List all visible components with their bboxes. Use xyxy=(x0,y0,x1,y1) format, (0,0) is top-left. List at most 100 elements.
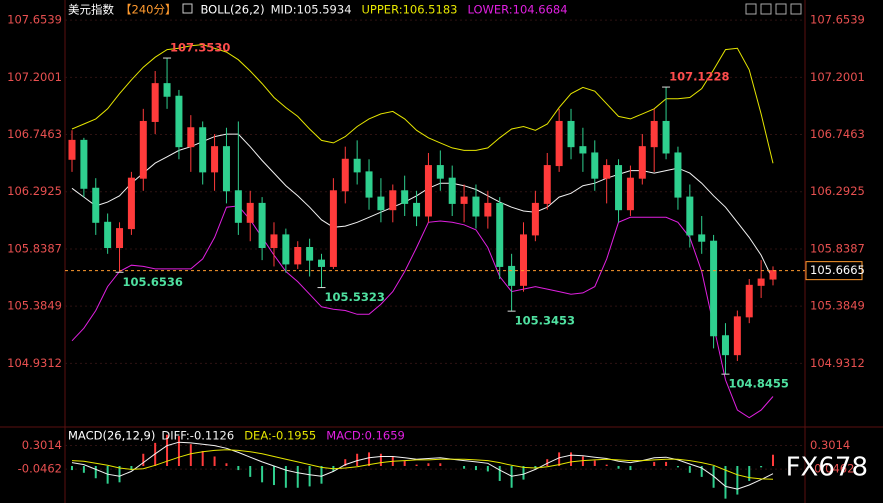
legend-text: DIFF:-0.1126 xyxy=(161,429,234,443)
candle-body xyxy=(211,146,219,173)
window-buttons xyxy=(745,3,802,15)
boll-line xyxy=(71,44,774,164)
candle-body xyxy=(92,187,100,223)
candle-body xyxy=(329,190,337,267)
candle-body xyxy=(674,152,682,198)
candle-body xyxy=(733,316,741,356)
candle-body xyxy=(80,139,88,189)
candle-body xyxy=(626,177,634,211)
boll-line xyxy=(71,205,774,419)
candle-body xyxy=(579,146,587,154)
candle-body xyxy=(591,152,599,179)
candle-body xyxy=(187,127,195,148)
candle-body xyxy=(127,177,135,230)
candle-body xyxy=(424,165,432,217)
y-tick-label: 107.6539 xyxy=(7,13,62,27)
macd-line xyxy=(71,441,774,490)
button[interactable] xyxy=(760,3,772,15)
candle-body xyxy=(436,165,444,179)
annotation: 107.3530 xyxy=(170,41,230,55)
candle-body xyxy=(389,190,397,211)
y-tick-label-right: -0.0462 xyxy=(810,462,854,476)
y-tick-label-right: 106.7463 xyxy=(810,127,865,141)
candle-body xyxy=(306,247,314,261)
candle-body xyxy=(139,120,147,179)
candle-body xyxy=(151,83,159,122)
candle-body xyxy=(650,120,658,148)
y-tick-label-right: 105.3849 xyxy=(810,299,865,313)
candle-body xyxy=(377,196,385,211)
candle-body xyxy=(496,202,504,267)
legend-text: MACD:0.1659 xyxy=(326,429,405,443)
boll-line xyxy=(71,133,774,281)
candle-body xyxy=(543,165,551,204)
y-tick-label: 107.2001 xyxy=(7,70,62,84)
candle-body xyxy=(246,202,254,223)
y-tick-label: 106.7463 xyxy=(7,127,62,141)
candle-body xyxy=(318,259,326,267)
legend-text: 【240分】 xyxy=(120,3,176,17)
y-tick-label-right: 107.6539 xyxy=(810,13,865,27)
button[interactable] xyxy=(790,3,802,15)
candle-body xyxy=(710,240,718,337)
candle-body xyxy=(603,165,611,179)
current-price-label: 105.6665 xyxy=(810,263,865,277)
candle-body xyxy=(769,270,777,280)
y-tick-label-right: 0.3014 xyxy=(810,438,850,452)
candle-body xyxy=(341,158,349,192)
candle-body xyxy=(615,165,623,211)
y-tick-label-right: 105.8387 xyxy=(810,241,865,255)
candle-body xyxy=(353,158,361,173)
candle-body xyxy=(104,221,112,249)
candle-body xyxy=(662,120,670,154)
candle-body xyxy=(757,278,765,286)
legend-text: MID:105.5934 xyxy=(271,3,352,17)
y-tick-label: 106.2925 xyxy=(7,184,62,198)
candle-body xyxy=(413,202,421,217)
candle-body xyxy=(531,202,539,236)
candle-body xyxy=(448,177,456,204)
candle-body xyxy=(484,202,492,217)
indicator-icon[interactable] xyxy=(182,3,193,14)
annotation: 107.1228 xyxy=(669,70,729,84)
candle-body xyxy=(116,228,124,249)
y-tick-label-right: 106.2925 xyxy=(810,184,865,198)
button[interactable] xyxy=(745,3,757,15)
y-tick-label-right: 107.2001 xyxy=(810,70,865,84)
candle-body xyxy=(555,120,563,167)
legend-text: DEA:-0.1955 xyxy=(244,429,316,443)
candle-body xyxy=(638,146,646,179)
macd-line xyxy=(71,449,774,480)
candle-body xyxy=(401,190,409,204)
legend-text: MACD(26,12,9) xyxy=(68,429,155,443)
candle-body xyxy=(508,265,516,286)
candle-body xyxy=(686,196,694,236)
candle-body xyxy=(721,335,729,356)
candle-body xyxy=(567,120,575,148)
y-tick-label: -0.0462 xyxy=(18,462,62,476)
legend-text: 美元指数 xyxy=(68,3,114,17)
candle-body xyxy=(163,83,171,97)
candle-body xyxy=(365,171,373,198)
candle-body xyxy=(698,234,706,242)
legend-text: UPPER:106.5183 xyxy=(362,3,458,17)
annotation: 105.6536 xyxy=(123,275,183,289)
y-tick-label: 104.9312 xyxy=(7,356,62,370)
candle-body xyxy=(234,190,242,223)
candle-body xyxy=(294,247,302,265)
candle-body xyxy=(460,196,468,204)
candle-body xyxy=(175,95,183,148)
candle-body xyxy=(519,234,527,286)
current-price-box xyxy=(805,261,863,281)
legend-text: LOWER:104.6684 xyxy=(467,3,567,17)
annotation: 105.5323 xyxy=(325,290,385,304)
y-tick-label: 0.3014 xyxy=(22,438,62,452)
candle-body xyxy=(199,127,207,173)
button[interactable] xyxy=(775,3,787,15)
candle-body xyxy=(68,139,76,160)
watermark: FX678 xyxy=(786,453,868,483)
candle-body xyxy=(745,284,753,318)
legend-text: BOLL(26,2) xyxy=(200,3,264,17)
annotation: 104.8455 xyxy=(728,377,788,391)
